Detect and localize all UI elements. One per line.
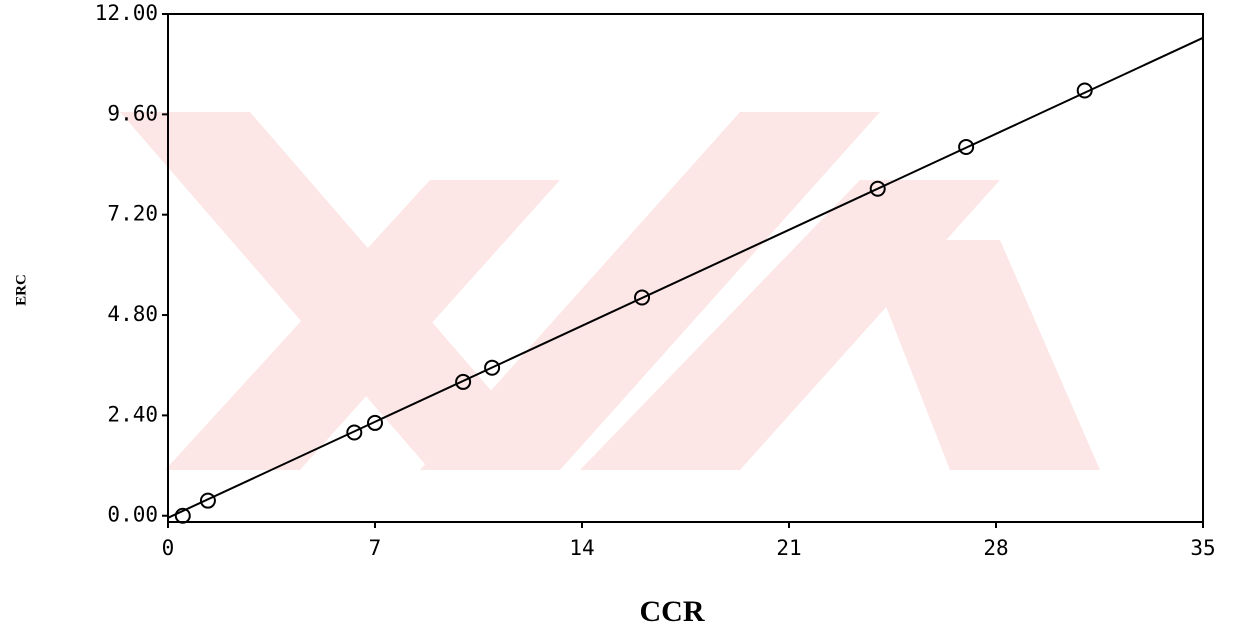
x-tick-label: 28 [983,536,1008,560]
data-point [367,414,383,431]
x-tick-label: 7 [369,536,382,560]
data-point [199,492,216,509]
x-tick-label: 21 [776,536,801,560]
data-point [346,424,363,441]
y-tick-label: 7.20 [107,202,158,226]
x-tick-label: 35 [1190,536,1215,560]
watermark-shape [860,240,1100,470]
y-axis-label: ERC [13,274,29,306]
data-point [958,138,975,155]
data-point [174,507,191,524]
x-tick-label: 0 [162,536,175,560]
data-point [455,373,472,390]
x-axis-label: CCR [640,595,705,628]
watermark-shape [420,112,880,470]
y-tick-label: 9.60 [107,101,158,125]
fit-line [167,36,1204,519]
data-point [634,289,651,306]
y-tick-label: 0.00 [107,503,158,527]
x-tick-label: 14 [569,536,594,560]
y-tick-label: 12.00 [95,1,158,25]
plot-frame [167,13,1204,523]
data-point [869,180,886,197]
y-tick-label: 4.80 [107,302,158,326]
y-tick-label: 2.40 [107,402,158,426]
watermark-shape [165,180,560,470]
data-point [484,359,501,376]
watermark [120,112,1100,470]
